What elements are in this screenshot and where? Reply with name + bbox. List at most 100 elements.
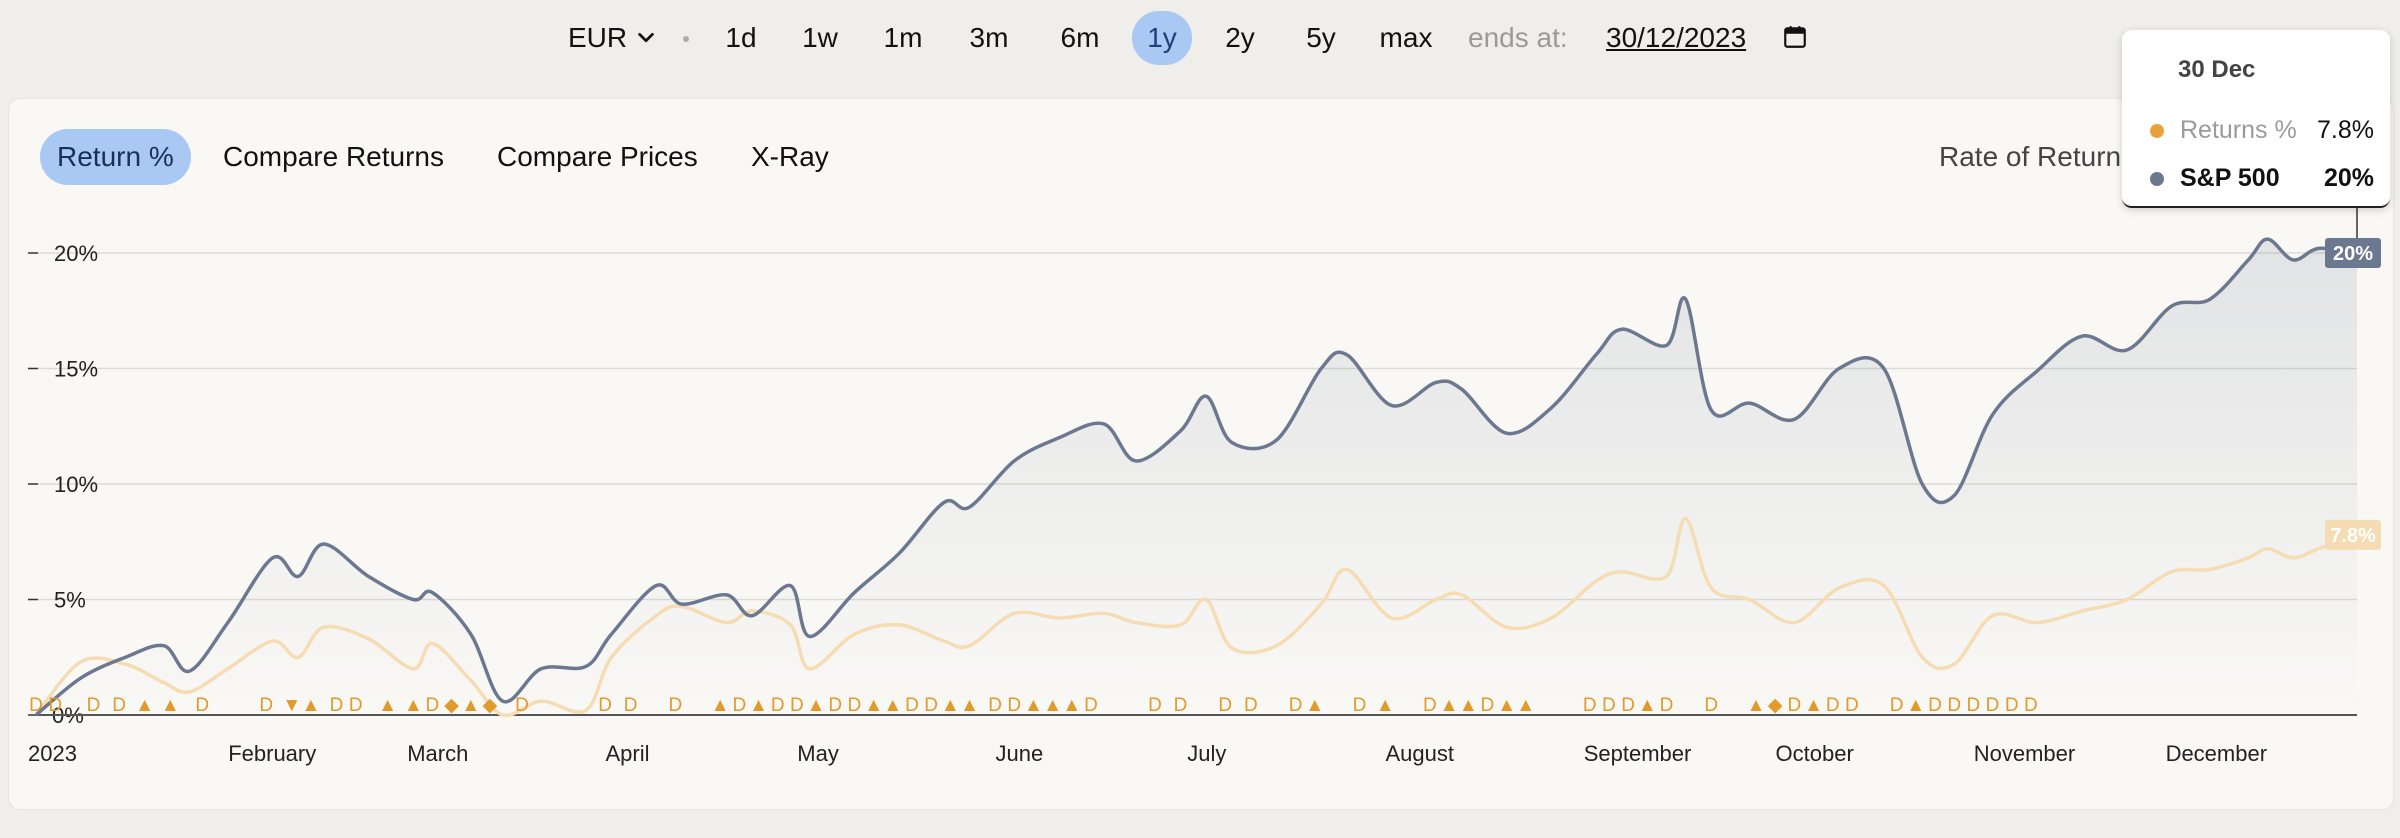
trade-marker[interactable]: ▲ — [1747, 695, 1766, 716]
dividend-marker[interactable]: D — [1621, 695, 1635, 716]
trade-marker[interactable]: ▲ — [1024, 695, 1043, 716]
dividend-marker[interactable]: D — [1084, 695, 1098, 716]
dividend-marker[interactable]: D — [1928, 695, 1942, 716]
dividend-marker[interactable]: D — [598, 695, 612, 716]
dividend-marker[interactable]: D — [112, 695, 126, 716]
dividend-marker[interactable]: D — [669, 695, 683, 716]
trade-marker[interactable]: ◆ — [483, 695, 498, 716]
dividend-marker[interactable]: D — [2024, 695, 2038, 716]
range-3m-button[interactable]: 3m — [969, 22, 1009, 53]
trade-marker[interactable]: ▲ — [941, 695, 960, 716]
range-1w-button[interactable]: 1w — [802, 22, 838, 53]
trade-marker[interactable]: ▲ — [1376, 695, 1395, 716]
dividend-marker[interactable]: D — [48, 695, 62, 716]
trade-marker[interactable]: ◆ — [1768, 695, 1783, 716]
range-2y-button[interactable]: 2y — [1225, 22, 1255, 53]
x-tick-label: March — [407, 741, 468, 766]
range-1d-button[interactable]: 1d — [725, 22, 757, 53]
dividend-marker[interactable]: D — [1353, 695, 1367, 716]
dividend-marker[interactable]: D — [1583, 695, 1597, 716]
dividend-marker[interactable]: D — [624, 695, 638, 716]
range-1y-button[interactable]: 1y — [1132, 11, 1192, 65]
tab-return-percent[interactable]: Return % — [40, 129, 191, 185]
trade-marker[interactable]: ▲ — [378, 695, 397, 716]
dividend-marker[interactable]: D — [790, 695, 804, 716]
dividend-marker[interactable]: D — [1890, 695, 1904, 716]
dividend-marker[interactable]: D — [1602, 695, 1616, 716]
trade-marker[interactable]: ▲ — [135, 695, 154, 716]
dividend-marker[interactable]: D — [1966, 695, 1980, 716]
trade-marker[interactable]: ▲ — [404, 695, 423, 716]
dividend-marker[interactable]: D — [1174, 695, 1188, 716]
tab-compare-returns[interactable]: Compare Returns — [223, 141, 444, 172]
dividend-marker[interactable]: D — [2005, 695, 2019, 716]
trade-marker[interactable]: ◆ — [444, 695, 459, 716]
x-tick-label: February — [228, 741, 316, 766]
dividend-marker[interactable]: D — [1826, 695, 1840, 716]
trade-marker[interactable]: ▲ — [749, 695, 768, 716]
dividend-marker[interactable]: D — [988, 695, 1002, 716]
trade-marker[interactable]: ▲ — [883, 695, 902, 716]
tab-compare-prices[interactable]: Compare Prices — [497, 141, 698, 172]
dividend-marker[interactable]: D — [828, 695, 842, 716]
trade-marker[interactable]: ▲ — [1043, 695, 1062, 716]
trade-marker[interactable]: ▲ — [864, 695, 883, 716]
trade-marker[interactable]: ▲ — [1062, 695, 1081, 716]
dividend-marker[interactable]: D — [87, 695, 101, 716]
dividend-marker[interactable]: D — [848, 695, 862, 716]
dividend-marker[interactable]: D — [1986, 695, 2000, 716]
dividend-marker[interactable]: D — [1660, 695, 1674, 716]
calendar-icon[interactable] — [1782, 24, 1808, 50]
trade-marker[interactable]: ▼ — [282, 695, 301, 716]
dividend-marker[interactable]: D — [349, 695, 363, 716]
dividend-marker[interactable]: D — [1481, 695, 1495, 716]
dividend-marker[interactable]: D — [1423, 695, 1437, 716]
trade-marker[interactable]: ▲ — [161, 695, 180, 716]
dividend-marker[interactable]: D — [1704, 695, 1718, 716]
dividend-marker[interactable]: D — [195, 695, 209, 716]
dividend-marker[interactable]: D — [426, 695, 440, 716]
dividend-marker[interactable]: D — [1289, 695, 1303, 716]
trade-marker[interactable]: ▲ — [1497, 695, 1516, 716]
trade-marker[interactable]: ▲ — [1459, 695, 1478, 716]
end-date-input[interactable]: 30/12/2023 — [1606, 22, 1747, 53]
dividend-marker[interactable]: D — [1787, 695, 1801, 716]
dividend-marker[interactable]: D — [515, 695, 529, 716]
trade-marker[interactable]: ▲ — [960, 695, 979, 716]
dividend-marker[interactable]: D — [905, 695, 919, 716]
range-1m-button[interactable]: 1m — [883, 22, 923, 53]
trade-marker[interactable]: ▲ — [711, 695, 730, 716]
dividend-marker[interactable]: D — [1148, 695, 1162, 716]
y-tick-label: 15% — [54, 357, 98, 382]
dividend-marker[interactable]: D — [771, 695, 785, 716]
trade-marker[interactable]: ▲ — [1638, 695, 1657, 716]
dividend-marker[interactable]: D — [1218, 695, 1232, 716]
rate-of-return-select[interactable]: Rate of Return — [1939, 141, 2122, 172]
dividend-marker[interactable]: D — [1947, 695, 1961, 716]
tab-x-ray[interactable]: X-Ray — [751, 141, 829, 172]
dividend-marker[interactable]: D — [924, 695, 938, 716]
dividend-marker[interactable]: D — [1244, 695, 1258, 716]
trade-marker[interactable]: ▲ — [1516, 695, 1535, 716]
tooltip-row-sp500: S&P 500 20% — [2150, 164, 2374, 193]
dividend-marker[interactable]: D — [29, 695, 43, 716]
trade-marker[interactable]: ▲ — [807, 695, 826, 716]
range-5y-button[interactable]: 5y — [1306, 22, 1336, 53]
trade-marker[interactable]: ▲ — [1305, 695, 1324, 716]
trade-marker[interactable]: ▲ — [1906, 695, 1925, 716]
trade-marker[interactable]: ▲ — [1440, 695, 1459, 716]
trade-marker[interactable]: ▲ — [461, 695, 480, 716]
tooltip-row-returns: Returns % 7.8% — [2150, 116, 2374, 145]
dividend-marker[interactable]: D — [732, 695, 746, 716]
range-6m-button[interactable]: 6m — [1060, 22, 1100, 53]
dividend-marker[interactable]: D — [259, 695, 273, 716]
range-max-button[interactable]: max — [1379, 22, 1433, 53]
dividend-marker[interactable]: D — [330, 695, 344, 716]
currency-select[interactable]: EUR — [568, 18, 657, 58]
x-tick-label: April — [605, 741, 649, 766]
trade-marker[interactable]: ▲ — [1804, 695, 1823, 716]
trade-marker[interactable]: ▲ — [302, 695, 321, 716]
tooltip-date: 30 Dec — [2178, 56, 2256, 83]
dividend-marker[interactable]: D — [1845, 695, 1859, 716]
dividend-marker[interactable]: D — [1007, 695, 1021, 716]
